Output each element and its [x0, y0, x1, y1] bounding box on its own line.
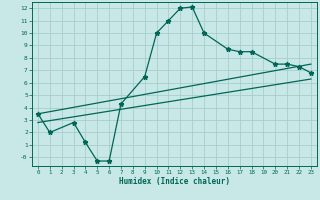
X-axis label: Humidex (Indice chaleur): Humidex (Indice chaleur) [119, 177, 230, 186]
